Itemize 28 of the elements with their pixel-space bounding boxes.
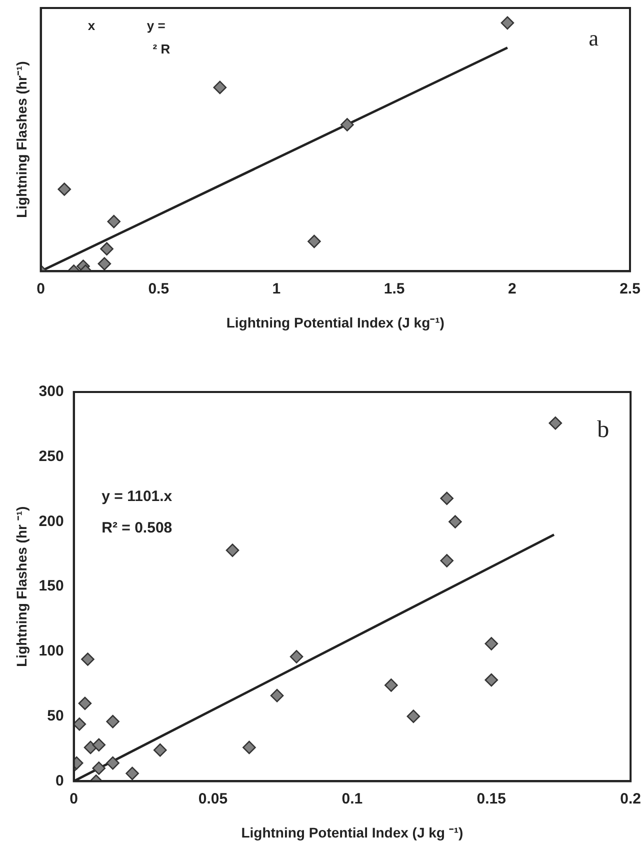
x-tick-label: 1: [272, 280, 281, 298]
x-tick-label: 0.1: [342, 790, 363, 808]
x-tick-label: 1.5: [384, 280, 405, 298]
y-tick-label: 250: [38, 448, 64, 466]
annotation: ² R: [152, 42, 171, 57]
y-tick-label: 150: [38, 578, 64, 595]
annotation: a: [588, 25, 599, 50]
x-tick-label: 0.2: [620, 790, 642, 808]
y-axis-title: Lightning Flashes (hr⁻¹): [13, 61, 30, 218]
x-tick-label: 0: [70, 790, 78, 808]
y-axis-title: Lightning Flashes (hr ⁻¹): [13, 506, 30, 667]
x-axis-title: Lightning Potential Index (J kg⁻¹): [226, 314, 444, 330]
y-tick-label: 200: [38, 512, 64, 530]
annotation: y = 1101.x: [102, 488, 173, 506]
x-tick-label: 0.5: [148, 280, 170, 298]
y-tick-label: 300: [38, 383, 64, 400]
y-tick-label: 50: [47, 707, 64, 724]
annotation: b: [597, 417, 610, 444]
y-tick-label: 100: [38, 642, 64, 660]
annotation: y =: [146, 18, 166, 33]
annotation: R² = 0.508: [102, 519, 172, 536]
y-tick-label: 0: [55, 772, 64, 790]
x-tick-label: 0.05: [198, 790, 228, 808]
x-axis-title: Lightning Potential Index (J kg ⁻¹): [241, 824, 464, 840]
annotation: x: [88, 18, 96, 33]
x-tick-label: 2.5: [620, 280, 640, 298]
x-tick-label: 0.15: [476, 790, 506, 808]
x-tick-label: 2: [508, 280, 516, 298]
